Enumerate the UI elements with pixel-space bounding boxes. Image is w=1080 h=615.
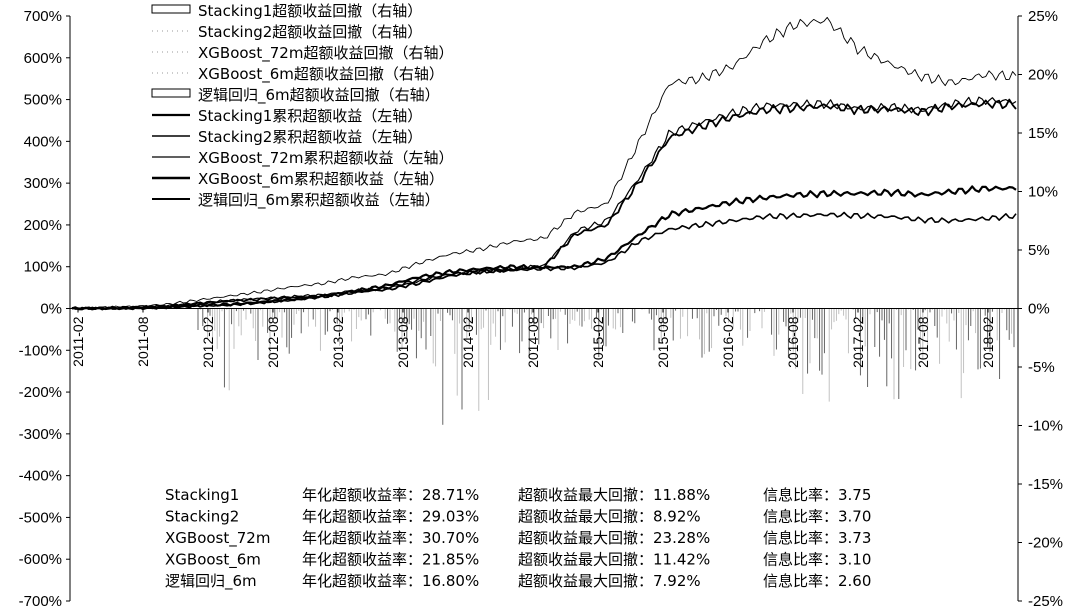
- stats-cell-ir: 信息比率：3.10: [763, 551, 871, 569]
- x-tick-label: 2012-08: [265, 316, 281, 368]
- stats-cell-ir: 信息比率：3.70: [763, 508, 871, 526]
- right-tick-label: 5%: [1028, 242, 1050, 259]
- stats-table: Stacking1 年化超额收益率：28.71% 超额收益最大回撤：11.88% 信息…: [165, 486, 871, 591]
- right-tick-label: -15%: [1028, 476, 1063, 493]
- x-tick-label: 2015-08: [655, 316, 671, 368]
- stats-cell-ir: 信息比率：2.60: [763, 572, 871, 590]
- x-tick-label: 2016-02: [720, 316, 736, 368]
- stats-cell-annual: 年化超额收益率：30.70%: [302, 529, 479, 547]
- stats-cell-annual: 年化超额收益率：21.85%: [302, 551, 479, 569]
- x-tick-label: 2012-02: [200, 316, 216, 368]
- stats-cell-maxdd: 超额收益最大回撤：11.88%: [518, 486, 710, 504]
- left-tick-label: -300%: [19, 426, 62, 443]
- series-line-1: [71, 96, 1017, 310]
- x-tick-label: 2014-02: [460, 316, 476, 368]
- stats-cell-ir: 信息比率：3.73: [763, 529, 871, 547]
- stats-cell-annual: 年化超额收益率：28.71%: [302, 486, 479, 504]
- left-tick-label: 700%: [24, 8, 62, 25]
- stats-cell-name: 逻辑回归_6m: [165, 572, 257, 591]
- right-tick-label: -10%: [1028, 418, 1063, 435]
- left-tick-label: 200%: [24, 217, 62, 234]
- stats-cell-maxdd: 超额收益最大回撤：8.92%: [518, 508, 701, 526]
- legend-label: XGBoost_6m累积超额收益（左轴）: [198, 170, 444, 189]
- series-lines: [71, 16, 1017, 311]
- stats-cell-ir: 信息比率：3.75: [763, 486, 871, 504]
- series-line-2: [71, 16, 1017, 310]
- x-tick-label: 2018-02: [980, 316, 996, 368]
- right-tick-label: 0%: [1028, 301, 1050, 318]
- legend-swatch-box: [151, 88, 191, 98]
- x-tick-label: 2015-02: [590, 316, 606, 368]
- stats-cell-annual: 年化超额收益率：29.03%: [302, 508, 479, 526]
- x-tick-label: 2016-08: [785, 316, 801, 368]
- legend-label: Stacking2累积超额收益（左轴）: [198, 128, 422, 146]
- x-tick-label: 2017-02: [850, 316, 866, 368]
- left-tick-label: 400%: [24, 133, 62, 150]
- stats-cell-maxdd: 超额收益最大回撤：11.42%: [518, 551, 710, 569]
- legend-label: Stacking1累积超额收益（左轴）: [198, 107, 422, 125]
- legend-swatch-box: [151, 4, 191, 14]
- left-tick-label: 100%: [24, 259, 62, 276]
- left-tick-label: -200%: [19, 384, 62, 401]
- right-tick-label: 20%: [1028, 67, 1058, 84]
- legend-label: 逻辑回归_6m累积超额收益（左轴）: [198, 191, 440, 210]
- stats-cell-maxdd: 超额收益最大回撤：7.92%: [518, 572, 701, 590]
- left-tick-label: 500%: [24, 92, 62, 109]
- legend-label: XGBoost_6m超额收益回撤（右轴）: [198, 65, 444, 84]
- stats-cell-name: Stacking1: [165, 486, 239, 504]
- x-tick-label: 2013-02: [330, 316, 346, 368]
- x-tick-label: 2014-08: [525, 316, 541, 368]
- stats-cell-name: Stacking2: [165, 508, 239, 526]
- right-tick-label: 25%: [1028, 8, 1058, 25]
- legend-label: 逻辑回归_6m超额收益回撤（右轴）: [198, 86, 440, 105]
- right-tick-label: 15%: [1028, 125, 1058, 142]
- x-tick-label: 2017-08: [915, 316, 931, 368]
- x-tick-label: 2013-08: [395, 316, 411, 368]
- right-tick-label: -20%: [1028, 535, 1063, 552]
- right-tick-label: -25%: [1028, 593, 1063, 610]
- stats-cell-annual: 年化超额收益率：16.80%: [302, 572, 479, 590]
- right-tick-label: 10%: [1028, 184, 1058, 201]
- left-tick-label: -100%: [19, 342, 62, 359]
- left-tick-label: -400%: [19, 468, 62, 485]
- legend-label: Stacking1超额收益回撤（右轴）: [198, 2, 422, 20]
- left-tick-label: -700%: [19, 593, 62, 610]
- left-tick-label: -600%: [19, 551, 62, 568]
- left-tick-label: 300%: [24, 175, 62, 192]
- stats-cell-maxdd: 超额收益最大回撤：23.28%: [518, 529, 710, 547]
- legend-label: XGBoost_72m超额收益回撤（右轴）: [198, 44, 453, 63]
- x-tick-label: 2011-02: [70, 316, 86, 367]
- stats-cell-name: XGBoost_6m: [165, 551, 261, 570]
- left-tick-label: 600%: [24, 50, 62, 67]
- left-tick-label: 0%: [40, 301, 62, 318]
- axes: 700% 600% 500% 400% 300% 200% 100% 0% -100% -200%…: [19, 8, 1063, 610]
- drawdown-bars: [197, 308, 1015, 425]
- legend: Stacking1超额收益回撤（右轴） Stacking2超额收益回撤（右轴） XG…: [151, 2, 453, 210]
- stats-cell-name: XGBoost_72m: [165, 529, 270, 548]
- left-tick-label: -500%: [19, 509, 62, 526]
- legend-label: XGBoost_72m累积超额收益（左轴）: [198, 149, 453, 168]
- series-line-4: [71, 211, 1017, 311]
- legend-label: Stacking2超额收益回撤（右轴）: [198, 23, 422, 41]
- x-tick-label: 2011-08: [135, 316, 151, 367]
- right-tick-label: -5%: [1028, 359, 1055, 376]
